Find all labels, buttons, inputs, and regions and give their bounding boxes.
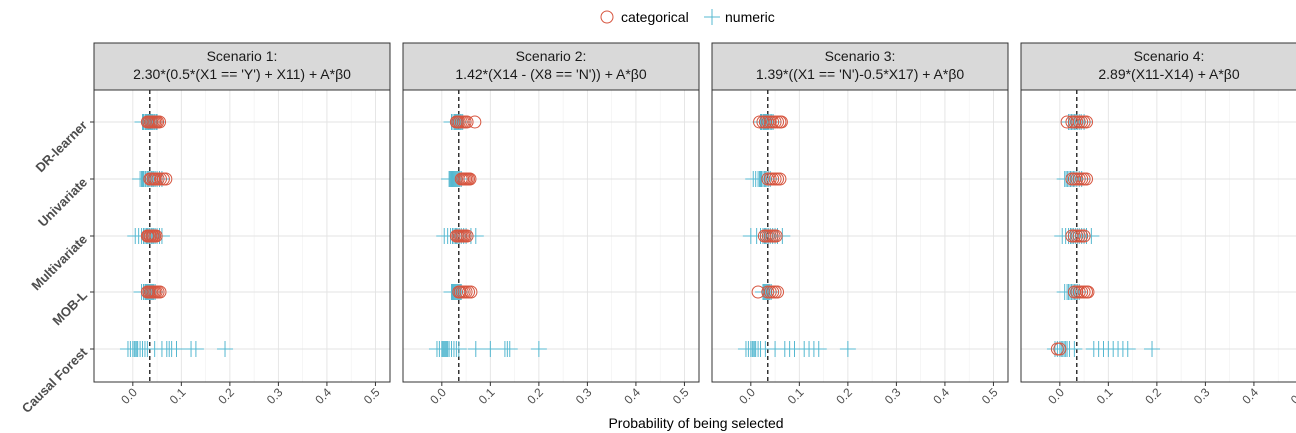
x-tick-label: 0.5 (979, 385, 1001, 407)
categorical-point (753, 115, 767, 129)
panel-title-line1: Scenario 3: (825, 48, 896, 64)
panel-title-line2: 1.39*((X1 == 'N')-0.5*X17) + A*β0 (756, 66, 965, 82)
panel-3: Scenario 3: 1.39*((X1 == 'N')-0.5*X17) + … (711, 42, 1009, 407)
x-axis-title: Probability of being selected (608, 415, 783, 431)
panel-title-line1: Scenario 4: (1134, 48, 1205, 64)
panel-strip (93, 42, 391, 91)
categorical-point (1077, 229, 1091, 243)
y-tick-label: Multivariate (28, 232, 90, 294)
panel-title-line2: 2.89*(X11-X14) + A*β0 (1098, 66, 1239, 82)
numeric-point (187, 341, 204, 357)
numeric-point (482, 341, 499, 357)
numeric-point (168, 341, 185, 357)
numeric-point (1119, 341, 1136, 357)
categorical-point (463, 172, 477, 186)
x-tick-label: 0.2 (1142, 385, 1164, 407)
panel-4: Scenario 4: 2.89*(X11-X14) + A*β0 0.0 0.1 0.… (1020, 42, 1296, 407)
panel-2: Scenario 2: 1.42*(X14 - (X8 == 'N')) + A*… (402, 42, 700, 407)
panel-strip (1020, 42, 1296, 91)
numeric-point (839, 341, 856, 357)
numeric-point (530, 341, 547, 357)
y-tick-label: MOB-L (49, 287, 90, 328)
categorical-point (1080, 115, 1094, 129)
numeric-point (450, 341, 467, 357)
numeric-point (1144, 341, 1161, 357)
legend-categorical-marker (600, 10, 614, 24)
categorical-point (159, 172, 173, 186)
x-tick-label: 0.5 (361, 385, 383, 407)
x-tick-label: 0.0 (736, 385, 758, 407)
panel-1: Scenario 1: 2.30*(0.5*(X1 == 'Y') + X11) … (93, 42, 391, 407)
panel-strip (711, 42, 1009, 91)
categorical-point (774, 115, 788, 129)
y-tick-label: Univariate (35, 175, 90, 230)
categorical-point (460, 229, 474, 243)
x-tick-label: 0.4 (930, 385, 952, 407)
x-tick-label: 0.5 (670, 385, 692, 407)
categorical-point (1080, 172, 1094, 186)
panel-title-line1: Scenario 2: (516, 48, 587, 64)
categorical-point (468, 115, 482, 129)
y-tick-label: Causal Forest (19, 344, 91, 416)
panel-strip (402, 42, 700, 91)
categorical-point (153, 172, 167, 186)
numeric-point (217, 341, 234, 357)
categorical-point (464, 285, 478, 299)
categorical-point (771, 285, 785, 299)
x-tick-label: 0.3 (264, 385, 286, 407)
numeric-point (1083, 228, 1100, 244)
panels-group: Scenario 1: 2.30*(0.5*(X1 == 'Y') + X11) … (93, 42, 1296, 407)
panel-border (402, 89, 700, 383)
categorical-point (1081, 285, 1095, 299)
x-tick-label: 0.0 (1045, 385, 1067, 407)
x-tick-label: 0.3 (1191, 385, 1213, 407)
x-tick-label: 0.3 (573, 385, 595, 407)
categorical-point (773, 172, 787, 186)
categorical-point (153, 115, 167, 129)
legend-categorical-label: categorical (621, 9, 689, 25)
panel-border (711, 89, 1009, 383)
categorical-point (149, 229, 163, 243)
x-tick-label: 0.1 (785, 385, 807, 407)
x-tick-label: 0.0 (427, 385, 449, 407)
numeric-point (1066, 341, 1083, 357)
x-tick-label: 0.2 (215, 385, 237, 407)
numeric-point (467, 228, 484, 244)
legend: categorical numeric (600, 9, 775, 25)
panel-border (1020, 89, 1296, 383)
x-tick-label: 0.2 (524, 385, 546, 407)
x-tick-label: 0.3 (882, 385, 904, 407)
x-tick-label: 0.2 (833, 385, 855, 407)
numeric-point (467, 341, 484, 357)
numeric-point (810, 341, 827, 357)
panel-title-line1: Scenario 1: (207, 48, 278, 64)
x-tick-label: 0.1 (167, 385, 189, 407)
categorical-point (460, 115, 474, 129)
categorical-point (1053, 342, 1067, 356)
panel-title-line2: 2.30*(0.5*(X1 == 'Y') + X11) + A*β0 (133, 66, 351, 82)
x-tick-label: 0.1 (476, 385, 498, 407)
categorical-point (769, 229, 783, 243)
x-tick-label: 0.1 (1094, 385, 1116, 407)
x-tick-label: 0.5 (1288, 385, 1296, 407)
categorical-point (153, 285, 167, 299)
legend-numeric-label: numeric (725, 9, 775, 25)
y-tick-label: DR-learner (33, 118, 91, 176)
x-tick-label: 0.4 (621, 385, 643, 407)
x-tick-label: 0.4 (312, 385, 334, 407)
panel-title-line2: 1.42*(X14 - (X8 == 'N')) + A*β0 (455, 66, 646, 82)
x-tick-label: 0.4 (1239, 385, 1261, 407)
x-tick-label: 0.0 (118, 385, 140, 407)
numeric-point (501, 341, 518, 357)
